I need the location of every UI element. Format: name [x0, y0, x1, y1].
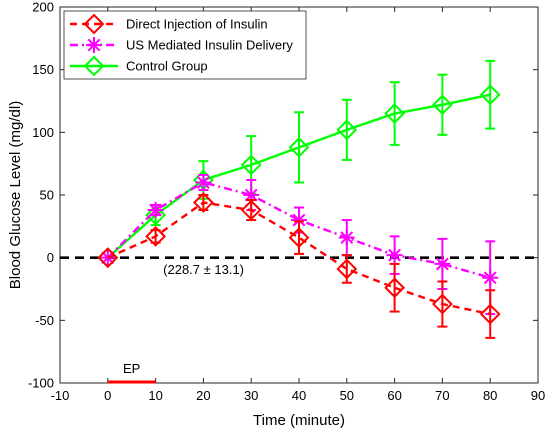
data-point-stroke	[435, 257, 449, 271]
y-axis-title: Blood Glucose Level (mg/dl)	[7, 101, 24, 289]
legend-label: US Mediated Insulin Delivery	[126, 38, 293, 53]
data-point	[482, 269, 499, 286]
data-point	[431, 293, 453, 315]
data-point	[384, 277, 406, 299]
data-point-stroke	[388, 248, 402, 262]
legend-box	[63, 10, 307, 80]
data-point	[479, 84, 501, 106]
y-tick-label: -50	[35, 313, 54, 328]
x-tick-label: 50	[340, 388, 354, 403]
y-tick-label: 200	[32, 0, 54, 15]
legend-item-control-group: Control Group	[70, 55, 208, 77]
x-axis-title: Time (minute)	[253, 412, 345, 429]
data-point-stroke	[483, 271, 497, 285]
x-tick-label: 30	[244, 388, 258, 403]
x-tick-label: 60	[387, 388, 401, 403]
data-point	[434, 255, 451, 272]
x-tick-label: 40	[292, 388, 306, 403]
series-layer	[97, 59, 501, 339]
data-point	[336, 119, 358, 141]
data-point	[288, 136, 310, 158]
legend-marker-stroke	[87, 38, 101, 52]
data-point	[384, 103, 406, 124]
data-point	[145, 225, 167, 247]
y-tick-label: 0	[47, 250, 54, 265]
data-point	[195, 174, 212, 191]
axis-ticks: -10 0 10 20 30 40 50 60 70 80 90-100-5005010015020…	[28, 0, 545, 403]
data-point	[431, 94, 453, 116]
x-tick-label: 70	[435, 388, 449, 403]
legend-marker	[83, 55, 105, 77]
data-point	[97, 247, 119, 269]
legend-label: Direct Injection of Insulin	[126, 17, 268, 32]
data-point-stroke	[340, 231, 354, 245]
data-point	[386, 247, 403, 264]
x-tick-label: 20	[196, 388, 210, 403]
data-point-stroke	[149, 203, 163, 217]
legend-marker	[86, 37, 102, 53]
legend: Direct Injection of Insulin US Mediated I…	[63, 10, 307, 80]
data-point	[240, 199, 262, 221]
data-point	[479, 303, 501, 325]
legend-item-direct-injection-of-insulin: Direct Injection of Insulin	[70, 13, 268, 35]
y-tick-label: 150	[32, 62, 54, 77]
baseline-annotation: (228.7 ± 13.1)	[163, 262, 244, 277]
ep-label: EP	[123, 361, 140, 376]
legend-label: Control Group	[126, 59, 208, 74]
legend-marker	[83, 13, 105, 35]
y-tick-label: -100	[28, 376, 54, 391]
data-point-stroke	[196, 176, 210, 189]
data-point	[336, 258, 358, 280]
data-point	[338, 229, 355, 246]
data-point	[145, 204, 167, 226]
data-point-stroke	[292, 213, 306, 227]
y-tick-label: 100	[32, 125, 54, 140]
series-line	[106, 181, 491, 279]
y-tick-label: 50	[40, 188, 54, 203]
data-point	[147, 202, 164, 219]
legend-item-us-mediated-insulin-delivery: US Mediated Insulin Delivery	[70, 37, 293, 53]
x-tick-label: -10	[51, 388, 70, 403]
x-tick-label: 90	[531, 388, 545, 403]
data-point	[240, 154, 262, 176]
data-point	[192, 192, 214, 213]
series-line	[107, 93, 491, 259]
x-tick-label: 80	[483, 388, 497, 403]
x-tick-label: 10	[148, 388, 162, 403]
data-point	[288, 227, 310, 249]
x-tick-label: 0	[104, 388, 111, 403]
series-direct-injection-of-insulin	[97, 192, 501, 339]
data-point-stroke	[244, 188, 258, 202]
